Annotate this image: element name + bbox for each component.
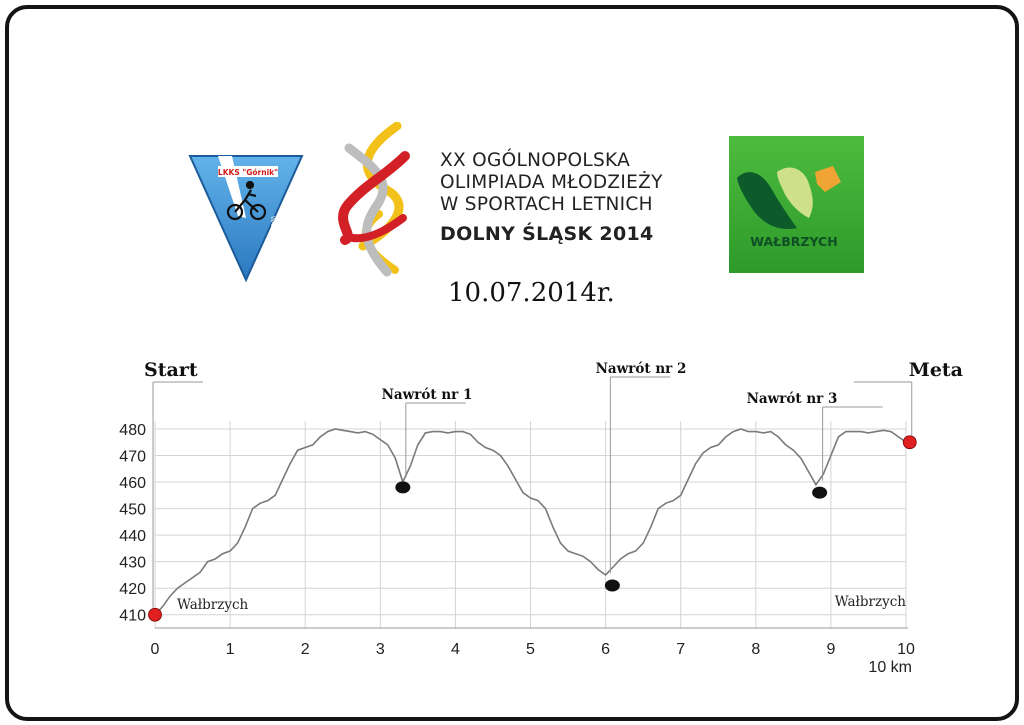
elevation-profile-line — [154, 428, 907, 616]
x-tick-label-2: 2 — [301, 641, 310, 658]
event-date: 10.07.2014r. — [448, 278, 615, 308]
start-label: Start — [144, 359, 198, 381]
y-tick-label-440: 440 — [119, 528, 146, 545]
helix-icon — [338, 122, 410, 277]
club-logo-vertical-text: WAŁBRZYCH — [269, 216, 275, 250]
city-logo-leaf-orange-icon — [815, 166, 841, 192]
x-tick-label-1: 1 — [226, 641, 235, 658]
page-frame — [5, 5, 1019, 721]
horizontal-gridlines — [155, 428, 906, 616]
event-title-line-1: XX OGÓLNOPOLSKA — [440, 150, 631, 171]
event-title-line-2: OLIMPIADA MŁODZIEŻY — [440, 172, 663, 193]
y-tick-label-410: 410 — [119, 608, 146, 625]
event-title: XX OGÓLNOPOLSKA OLIMPIADA MŁODZIEŻY W SP… — [440, 150, 663, 245]
vertical-gridlines — [154, 421, 907, 628]
turn-label-3: Nawrót nr 3 — [747, 391, 838, 407]
y-tick-label-450: 450 — [119, 502, 146, 519]
turn-marker-2 — [604, 579, 620, 592]
club-logo-text: LKKS "Górnik" — [218, 168, 278, 177]
turn-label-2: Nawrót nr 2 — [596, 361, 687, 377]
x-tick-label-8: 8 — [751, 641, 760, 658]
event-title-bold: DOLNY ŚLĄSK 2014 — [440, 223, 654, 245]
x-tick-label-10: 10 — [897, 641, 915, 658]
start-marker — [148, 607, 162, 622]
y-tick-label-480: 480 — [119, 422, 146, 439]
meta-place-label: Wałbrzych — [835, 594, 907, 610]
turn-label-1: Nawrót nr 1 — [382, 387, 473, 403]
x-tick-labels: 0 1 2 3 4 5 6 7 8 9 10 — [151, 641, 915, 658]
x-tick-label-7: 7 — [676, 641, 685, 658]
x-tick-label-9: 9 — [826, 641, 835, 658]
city-logo-leaf-light-icon — [777, 167, 813, 218]
y-tick-label-460: 460 — [119, 475, 146, 492]
y-tick-labels: 410 420 430 440 450 460 470 480 — [119, 422, 146, 625]
city-logo-text: WAŁBRZYCH — [750, 234, 837, 249]
route-markers — [148, 435, 917, 622]
city-logo-leaf-dark-icon — [737, 172, 797, 230]
x-axis-label: 10 km — [868, 659, 912, 676]
marker-callouts: Start Wałbrzych Nawrót nr 1 Nawrót nr 2 Nawr… — [144, 359, 963, 613]
y-tick-label-420: 420 — [119, 581, 146, 598]
olympiad-logo — [338, 122, 410, 277]
turn-marker-3 — [812, 486, 828, 499]
turn-marker-1 — [395, 481, 411, 494]
x-tick-label-3: 3 — [376, 641, 385, 658]
club-logo: LKKS "Górnik" WAŁBRZYCH — [188, 155, 304, 283]
meta-marker — [902, 435, 917, 450]
x-tick-label-6: 6 — [601, 641, 610, 658]
x-tick-label-4: 4 — [451, 641, 460, 658]
start-place-label: Wałbrzych — [177, 597, 249, 613]
club-logo-banner-icon — [218, 166, 278, 177]
x-tick-label-0: 0 — [151, 641, 160, 658]
meta-label: Meta — [909, 359, 963, 381]
event-title-line-3: W SPORTACH LETNICH — [440, 194, 653, 215]
city-logo: WAŁBRZYCH — [729, 136, 864, 273]
cyclist-icon — [226, 180, 267, 221]
x-tick-label-5: 5 — [526, 641, 535, 658]
y-tick-label-470: 470 — [119, 449, 146, 466]
y-tick-label-430: 430 — [119, 555, 146, 572]
